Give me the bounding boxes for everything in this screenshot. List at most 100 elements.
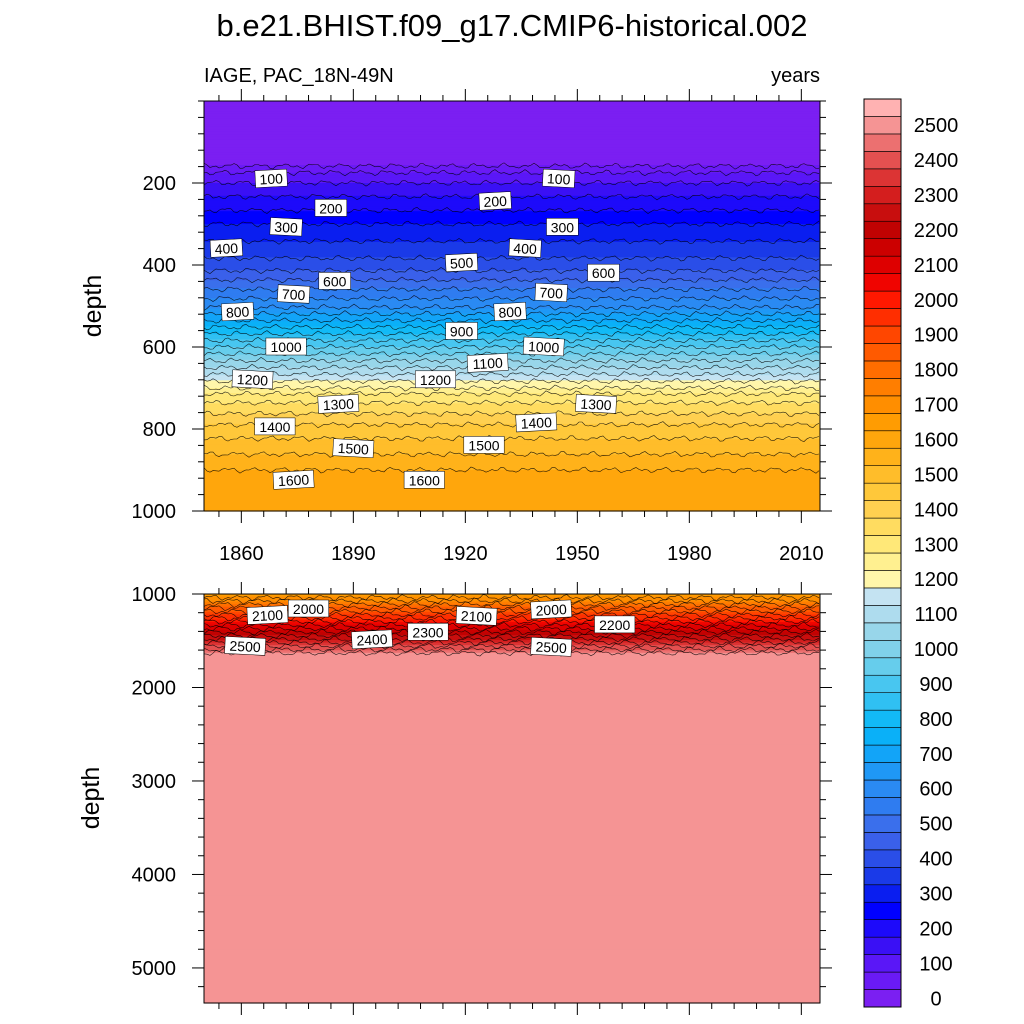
contour-band (204, 611, 820, 616)
contour-label: 2100 (455, 606, 498, 626)
contour-band (204, 159, 820, 164)
contour-label: 100 (254, 168, 288, 188)
contour-band (204, 180, 820, 184)
contour-band (204, 290, 820, 294)
contour-band (204, 877, 820, 881)
colorbar-box (863, 116, 902, 135)
contour-band (204, 867, 820, 871)
contour-band (204, 913, 820, 917)
contour-band (204, 747, 820, 751)
contour-band (204, 198, 820, 202)
contour-band (204, 323, 820, 328)
x-tick-label: 1860 (219, 543, 264, 565)
contour-band (204, 632, 820, 636)
contour-line (203, 193, 820, 201)
contour-band (204, 601, 820, 605)
contour-band (204, 849, 820, 853)
contour-band (204, 752, 820, 756)
contour-band (204, 594, 820, 598)
contour-band (204, 339, 820, 343)
contour-label-text: 1400 (259, 419, 290, 435)
contour-band (204, 444, 820, 448)
colorbar-box (863, 832, 902, 851)
contour-label: 1400 (515, 412, 558, 433)
contour-band (204, 295, 820, 299)
contour-band (204, 864, 820, 869)
contour-band (204, 977, 820, 981)
contour-label: 400 (508, 238, 542, 258)
contour-band (204, 686, 820, 690)
contour-band (204, 721, 820, 725)
contour-band (204, 106, 820, 110)
contour-band (204, 398, 820, 402)
contour-band (204, 979, 820, 984)
contour-label-text: 200 (483, 193, 507, 210)
colorbar-box (863, 954, 902, 973)
contour-band (204, 372, 820, 376)
contour-label: 300 (269, 217, 303, 237)
chart-title: b.e21.BHIST.f09_g17.CMIP6-historical.002 (216, 8, 807, 43)
contour-band (204, 149, 820, 153)
contour-band (204, 167, 820, 171)
contour-band (204, 254, 820, 258)
contour-band (204, 951, 820, 956)
contour-line (203, 410, 820, 418)
contour-band (204, 665, 820, 669)
contour-band (204, 675, 820, 679)
colorbar-box (863, 482, 902, 501)
contour-band (204, 982, 820, 986)
colorbar-box (863, 395, 902, 414)
contour-band (204, 808, 820, 812)
contour-band (204, 831, 820, 835)
contour-band (204, 508, 820, 512)
contour-band (204, 285, 820, 289)
contour-band (204, 701, 820, 705)
contour-band (204, 622, 820, 626)
contour-band (204, 668, 820, 672)
contour-line (203, 350, 820, 358)
contour-band (204, 403, 820, 407)
contour-band (204, 408, 820, 412)
contour-band (204, 282, 820, 287)
contour-band (204, 147, 820, 151)
upper-panel-frame (203, 100, 821, 512)
contour-label-text: 100 (547, 170, 571, 187)
contour-band (204, 293, 820, 297)
contour-band (204, 875, 820, 879)
contour-band (204, 967, 820, 971)
y-tick-label: 5000 (132, 958, 177, 980)
x-tick-label: 1890 (331, 543, 376, 565)
contour-line (203, 649, 820, 657)
contour-band (204, 370, 820, 374)
contour-band (204, 446, 820, 451)
contour-band (204, 854, 820, 858)
contour-band (204, 696, 820, 700)
contour-band (204, 795, 820, 800)
contour-band (204, 188, 820, 192)
colorbar-label: 2200 (914, 220, 959, 242)
contour-band (204, 785, 820, 789)
contour-band (204, 390, 820, 394)
contour-label: 700 (277, 284, 311, 304)
contour-band (204, 380, 820, 384)
contour-band (204, 744, 820, 748)
contour-band (204, 195, 820, 199)
contour-label: 600 (318, 272, 351, 290)
contour-band (204, 395, 820, 399)
subtitle-right: years (771, 65, 820, 87)
contour-band (204, 652, 820, 656)
contour-band (204, 760, 820, 764)
contour-band (204, 829, 820, 833)
x-tick-label: 2010 (779, 543, 824, 565)
contour-band (204, 416, 820, 420)
contour-band (204, 493, 820, 497)
contour-band (204, 500, 820, 504)
colorbar-box (863, 500, 902, 519)
contour-line (203, 267, 820, 274)
contour-band (204, 329, 820, 333)
contour-band (204, 706, 820, 710)
contour-band (204, 262, 820, 266)
colorbar-label: 2100 (914, 255, 959, 277)
contour-band (204, 111, 820, 115)
contour-band (204, 208, 820, 212)
